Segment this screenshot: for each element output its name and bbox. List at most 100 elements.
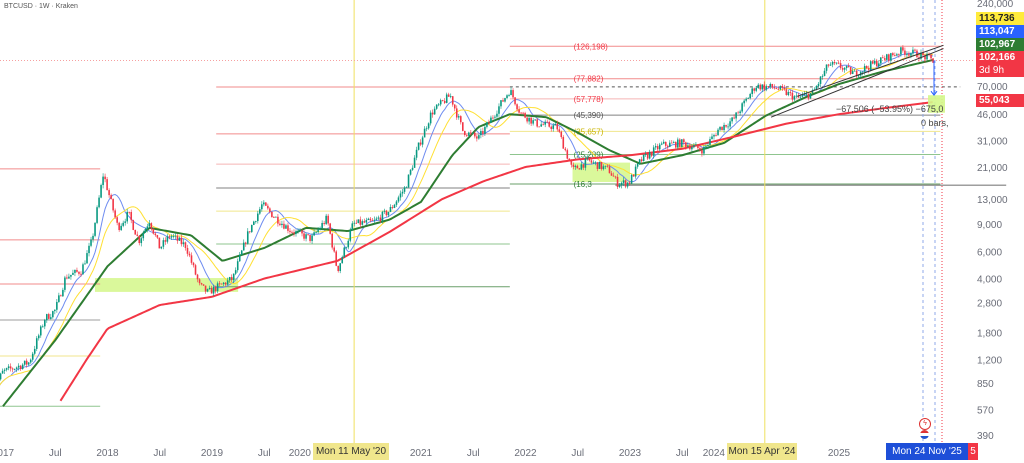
candle-body (355, 222, 358, 224)
candle-body (409, 169, 412, 175)
candle-body (767, 86, 770, 87)
candle-body (532, 120, 534, 124)
candle-body (267, 205, 269, 209)
trendlines[interactable] (770, 44, 944, 118)
candle-body (845, 66, 848, 69)
time-axis[interactable]: 2017 Jul 2018 Jul 2019 Jul 2020 2021 Jul 2022 Jul 2… (0, 448, 851, 459)
ma10-price-tag: 113,047 (976, 25, 1024, 38)
candle-body (198, 279, 201, 284)
candle-body (70, 274, 72, 277)
candle-body (920, 52, 922, 59)
candle-body (321, 222, 323, 229)
candle-body (693, 145, 695, 148)
candle-body (904, 50, 906, 55)
candle-body (871, 61, 874, 64)
candle-body (118, 222, 120, 231)
candle-body (506, 95, 508, 99)
candle-body (126, 211, 128, 222)
candle-body (855, 70, 858, 77)
candle-body (815, 86, 818, 90)
candle-body (763, 84, 766, 90)
candle-body (132, 220, 135, 230)
candle-body (777, 88, 780, 90)
candle-body (735, 112, 737, 119)
candle-body (377, 217, 380, 219)
candle-body (596, 162, 599, 169)
candle-body (590, 160, 593, 163)
candle-body (363, 221, 366, 223)
candle-body (640, 159, 643, 162)
marker-date-tag-1: Mon 11 May '20 (313, 443, 389, 460)
candle-body (926, 53, 928, 60)
time-tick-label: 2024 (703, 448, 726, 459)
candle-body (863, 65, 866, 72)
candle-body (401, 191, 404, 194)
candle-body (747, 98, 749, 100)
candle-body (566, 150, 569, 159)
candle-body (242, 242, 245, 251)
candle-body (835, 62, 838, 64)
candle-body (277, 216, 279, 224)
level-label: (57,778) (574, 95, 604, 104)
measure-tool[interactable] (928, 60, 945, 113)
candle-body (644, 154, 647, 155)
candle-body (423, 128, 426, 138)
us-flag-event-icon[interactable] (920, 430, 929, 439)
candle-body (538, 126, 540, 128)
candle-body (39, 326, 42, 336)
candle-body (116, 217, 118, 223)
candle-body (869, 61, 872, 70)
candle-body (630, 174, 633, 184)
candle-body (616, 176, 619, 187)
time-tick-label: 2018 (96, 448, 119, 459)
candle-body (610, 173, 613, 176)
candle-body (849, 67, 852, 74)
candle-body (357, 219, 360, 223)
candle-body (323, 222, 325, 224)
time-tick-label: 2021 (410, 448, 433, 459)
candle-body (755, 87, 758, 91)
candle-body (411, 167, 414, 170)
candle-body (898, 54, 900, 56)
candle-body (464, 130, 466, 136)
candle-body (675, 141, 677, 148)
candle-body (681, 139, 683, 147)
candle-body (265, 202, 267, 206)
candle-body (393, 204, 396, 208)
candle-body (293, 232, 295, 234)
candle-body (104, 176, 106, 180)
candle-body (819, 76, 822, 84)
price-tick-label: 2,800 (977, 299, 1002, 310)
candle-body (353, 222, 356, 224)
candle-body (255, 221, 257, 222)
lightning-event-icon[interactable]: ϟ (919, 418, 931, 430)
candle-body (719, 126, 721, 130)
candle-body (106, 179, 108, 191)
time-tick-label: 2019 (201, 448, 224, 459)
ma-line-ma50 (2, 58, 934, 407)
candle-body (769, 84, 772, 87)
candle-body (622, 180, 625, 183)
candle-body (729, 121, 731, 127)
candle-body (236, 261, 239, 271)
candle-body (823, 70, 826, 76)
candle-body (387, 211, 390, 216)
highlight-zone (94, 278, 239, 292)
cursor-date-tag-extra: 5 (968, 443, 978, 460)
last-price-tag: 102,166 3d 9h (976, 51, 1024, 77)
candle-body (602, 166, 605, 170)
candle-body (514, 97, 516, 105)
candle-body (307, 234, 309, 236)
candle-body (248, 231, 251, 233)
candle-body (544, 121, 546, 125)
price-axis[interactable]: 240,000 70,000 46,000 31,000 21,000 13,000 9,0… (977, 0, 1014, 442)
candle-body (604, 165, 607, 167)
candle-body (886, 54, 888, 60)
candle-body (586, 157, 589, 159)
candle-body (80, 273, 82, 275)
candle-body (890, 53, 892, 61)
candle-body (628, 182, 631, 184)
candle-body (421, 137, 424, 145)
candle-body (327, 215, 329, 224)
